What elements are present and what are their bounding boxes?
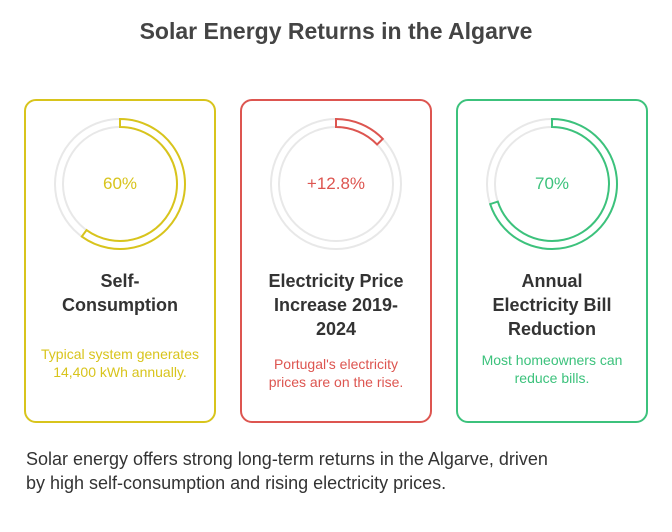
card: +12.8% Electricity Price Increase 2019-20… [240,99,432,423]
card-title: Annual Electricity Bill Reduction [492,271,612,339]
gauge [270,117,402,250]
page-title: Solar Energy Returns in the Algarve [139,18,533,44]
gauge-arc [335,117,385,146]
gauge-arc [80,117,186,250]
gauge-label: +12.8% [306,174,366,193]
card-title: Self-Consumption [62,271,178,315]
gauge-label: 70% [534,174,570,193]
gauge-label: 60% [102,174,138,193]
card-description: Most homeowners can reduce bills. [481,352,623,386]
card-description: Typical system generates 14,400 kWh annu… [41,346,199,380]
card-description: Portugal's electricity prices are on the… [268,356,404,390]
footer-text: Solar energy offers strong long-term ret… [26,449,548,493]
gauge [54,117,186,250]
card: 60% Self-Consumption Typical system genera… [24,99,216,423]
gauge-arc [488,117,618,250]
card: 70% Annual Electricity Bill Reduction Most… [456,99,648,423]
card-title: Electricity Price Increase 2019-2024 [268,271,404,339]
gauge [486,117,618,250]
